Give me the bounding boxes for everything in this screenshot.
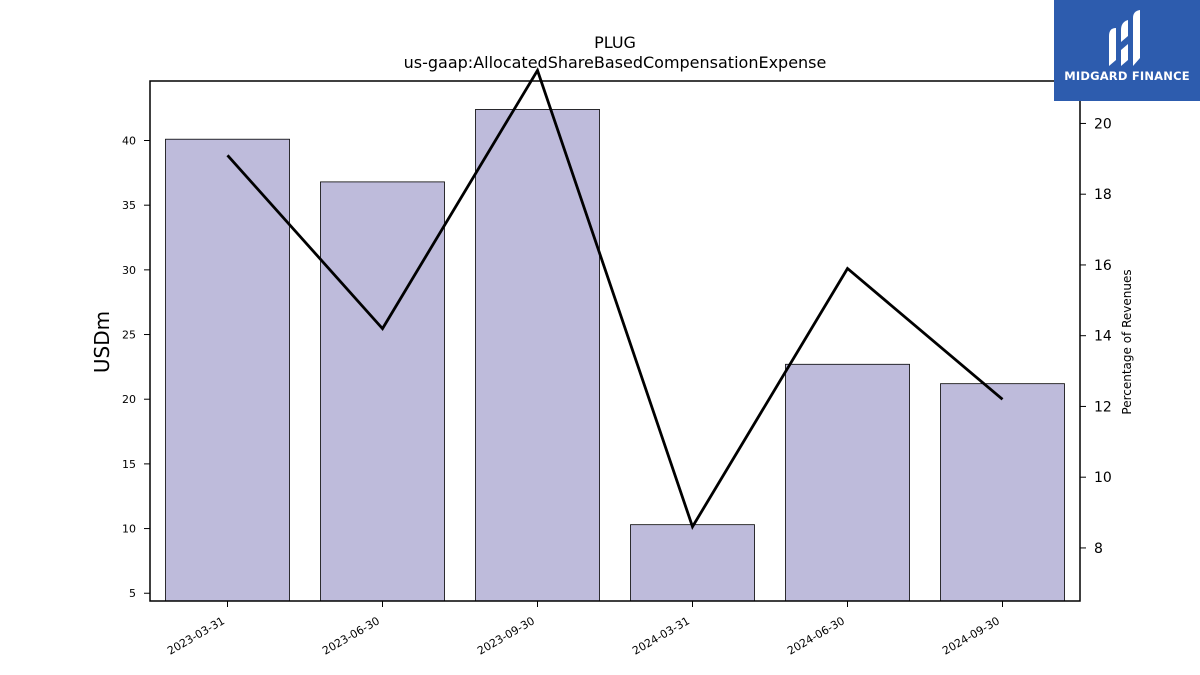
bar-2023-09-30 <box>475 109 600 602</box>
x-tick-label: 2024-06-30 <box>785 614 847 657</box>
x-tick-label: 2024-09-30 <box>940 614 1002 657</box>
chart-subtitle: us-gaap:AllocatedShareBasedCompensationE… <box>404 53 827 72</box>
y-tick-label-left: 35 <box>122 199 136 212</box>
y-tick-label-left: 25 <box>122 329 136 342</box>
y-tick-label-left: 10 <box>122 523 136 536</box>
y-tick-label-right: 16 <box>1094 258 1112 274</box>
y-axis-right: 8 10 12 14 16 18 20 <box>1080 116 1112 557</box>
bar-2024-06-30 <box>785 363 910 602</box>
y-tick-label-right: 12 <box>1094 399 1112 415</box>
y-tick-label-left: 40 <box>122 135 136 148</box>
y-tick-label-right: 20 <box>1094 116 1112 132</box>
bar-2024-09-30 <box>940 383 1065 602</box>
y-axis-label-right: Percentage of Revenues <box>1120 269 1134 414</box>
y-tick-label-right: 10 <box>1094 470 1112 486</box>
bar-group <box>165 109 1065 602</box>
percentage-line <box>226 67 1004 531</box>
x-tick-label: 2023-06-30 <box>320 614 382 657</box>
line-group <box>226 67 1004 531</box>
bar-2023-03-31 <box>165 138 290 602</box>
y-tick-label-right: 18 <box>1094 187 1112 203</box>
bar-2023-06-30 <box>320 181 445 602</box>
y-tick-label-left: 15 <box>122 458 136 471</box>
y-axis-left: 5 10 15 20 25 30 35 40 <box>122 135 150 600</box>
x-tick-label: 2024-03-31 <box>630 614 692 657</box>
y-axis-label-left: USDm <box>90 311 114 373</box>
y-tick-label-right: 14 <box>1094 329 1112 345</box>
y-tick-label-left: 20 <box>122 393 136 406</box>
x-tick-label: 2023-03-31 <box>165 614 227 657</box>
plot-frame <box>149 80 1081 602</box>
chart-title: PLUG <box>594 33 636 52</box>
y-tick-label-left: 30 <box>122 264 136 277</box>
bar-2024-03-31 <box>630 524 755 602</box>
logo-text: MIDGARD FINANCE <box>1064 69 1190 83</box>
y-tick-label-right: 8 <box>1094 541 1103 557</box>
logo-mark-icon <box>1109 10 1140 66</box>
y-tick-label-left: 5 <box>129 587 136 600</box>
midgard-finance-logo: MIDGARD FINANCE <box>1054 0 1200 101</box>
x-tick-label: 2023-09-30 <box>475 614 537 657</box>
x-axis: 2023-03-31 2023-06-30 2023-09-30 2024-03-31… <box>165 601 1003 658</box>
